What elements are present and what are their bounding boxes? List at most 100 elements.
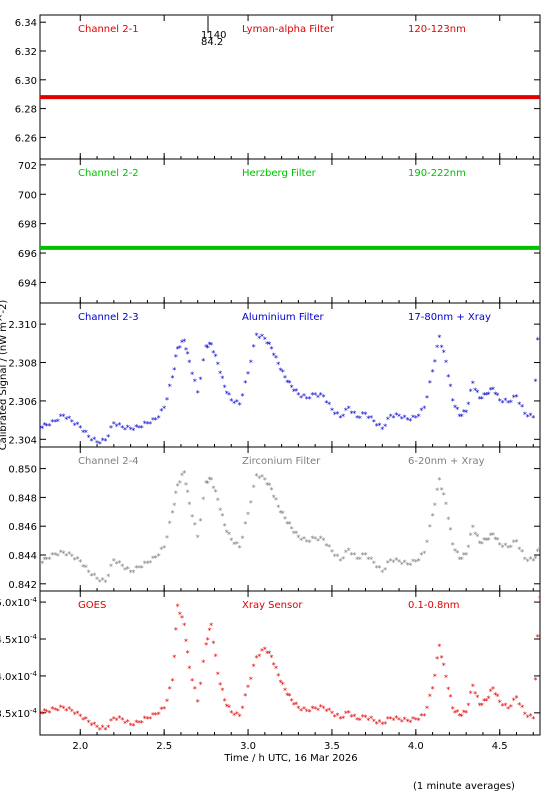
data-point-interp-ch24: * bbox=[56, 552, 60, 561]
data-point-interp-ch24: * bbox=[512, 538, 516, 547]
data-point-interp-goes: * bbox=[56, 707, 60, 716]
data-point-ch24: * bbox=[531, 557, 535, 566]
data-point-interp-ch24: * bbox=[143, 560, 147, 569]
data-point-interp-ch23: * bbox=[184, 346, 188, 355]
data-point-interp-goes: * bbox=[218, 681, 222, 690]
data-point-interp-ch23: * bbox=[131, 427, 135, 436]
data-point-ch23: * bbox=[538, 299, 542, 308]
data-point-goes: * bbox=[196, 698, 200, 707]
panel-frame-goes bbox=[39, 590, 541, 736]
y-tick-label-ch24: 0.848 bbox=[8, 493, 37, 504]
data-point-ch23: * bbox=[414, 414, 418, 423]
data-point-interp-ch23: * bbox=[482, 391, 486, 400]
data-point-interp-goes: * bbox=[428, 693, 432, 702]
data-point-interp-ch23: * bbox=[287, 379, 291, 388]
data-point-interp-goes: * bbox=[220, 687, 224, 696]
data-point-interp-ch24: * bbox=[278, 509, 282, 518]
data-point-ch23: * bbox=[290, 383, 294, 392]
data-point-goes: * bbox=[290, 697, 294, 706]
data-point-ch23: * bbox=[389, 412, 393, 421]
data-point-interp-ch23: * bbox=[394, 411, 398, 420]
data-point-interp-goes: * bbox=[509, 703, 513, 712]
data-point-ch23: * bbox=[38, 424, 42, 433]
data-point-interp-goes: * bbox=[536, 633, 540, 642]
data-point-interp-ch23: * bbox=[143, 420, 147, 429]
data-point-interp-goes: * bbox=[327, 706, 331, 715]
data-point-goes: * bbox=[120, 716, 124, 725]
data-point-interp-ch23: * bbox=[178, 344, 182, 353]
data-point-interp-ch24: * bbox=[473, 530, 477, 539]
data-point-ch24: * bbox=[491, 531, 495, 540]
y-tick-label-ch22: 694 bbox=[18, 278, 37, 289]
data-point-interp-goes: * bbox=[487, 695, 491, 704]
data-point-interp-ch23: * bbox=[449, 383, 453, 392]
data-point-interp-goes: * bbox=[207, 627, 211, 636]
data-point-goes: * bbox=[45, 708, 49, 717]
data-point-interp-ch23: * bbox=[455, 406, 459, 415]
data-point-interp-goes: * bbox=[157, 711, 161, 720]
data-point-ch24: * bbox=[216, 496, 220, 505]
data-point-interp-ch24: * bbox=[377, 564, 381, 573]
data-point-interp-goes: * bbox=[480, 701, 484, 710]
data-point-interp-ch23: * bbox=[115, 423, 119, 432]
data-point-goes: * bbox=[145, 715, 149, 724]
data-point-interp-ch23: * bbox=[257, 334, 261, 343]
data-point-interp-ch23: * bbox=[292, 388, 296, 397]
data-point-goes: * bbox=[364, 713, 368, 722]
data-point-interp-ch24: * bbox=[227, 530, 231, 539]
data-point-interp-goes: * bbox=[482, 697, 486, 706]
data-point-interp-goes: * bbox=[453, 709, 457, 718]
data-point-interp-ch23: * bbox=[493, 391, 497, 400]
data-point-interp-ch24: * bbox=[466, 543, 470, 552]
data-point-interp-ch24: * bbox=[453, 547, 457, 556]
data-point-interp-ch24: * bbox=[361, 551, 365, 560]
data-point-goes: * bbox=[263, 645, 267, 654]
data-point-interp-goes: * bbox=[131, 722, 135, 731]
data-point-interp-ch24: * bbox=[131, 568, 135, 577]
data-point-interp-goes: * bbox=[473, 690, 477, 699]
data-point-goes: * bbox=[464, 709, 468, 718]
data-point-interp-ch23: * bbox=[294, 387, 298, 396]
data-point-interp-goes: * bbox=[199, 680, 203, 689]
data-point-interp-goes: * bbox=[425, 704, 429, 713]
data-point-ch24: * bbox=[380, 568, 384, 577]
data-point-goes: * bbox=[246, 684, 250, 693]
data-point-interp-ch24: * bbox=[220, 512, 224, 521]
data-point-interp-ch24: * bbox=[225, 529, 229, 538]
data-point-goes: * bbox=[389, 715, 393, 724]
data-point-goes: * bbox=[523, 710, 527, 719]
data-point-ch24: * bbox=[196, 534, 200, 543]
data-point-interp-goes: * bbox=[186, 649, 190, 658]
data-point-interp-goes: * bbox=[257, 653, 261, 662]
data-point-ch23: * bbox=[270, 345, 274, 354]
data-point-interp-ch24: * bbox=[501, 543, 505, 552]
data-point-ch24: * bbox=[87, 568, 91, 577]
data-point-interp-goes: * bbox=[240, 704, 244, 713]
data-point-interp-ch23: * bbox=[453, 404, 457, 413]
data-point-ch23: * bbox=[364, 410, 368, 419]
data-point-ch23: * bbox=[296, 391, 300, 400]
data-point-interp-ch23: * bbox=[509, 398, 513, 407]
data-point-interp-ch23: * bbox=[433, 358, 437, 367]
series-ch23: ****************************************… bbox=[38, 299, 542, 448]
data-point-interp-goes: * bbox=[475, 694, 479, 703]
data-point-interp-ch24: * bbox=[81, 563, 85, 572]
data-point-interp-ch23: * bbox=[206, 344, 210, 353]
data-point-ch23: * bbox=[78, 424, 82, 433]
data-point-ch23: * bbox=[322, 393, 326, 402]
data-point-interp-goes: * bbox=[48, 709, 52, 718]
data-point-ch24: * bbox=[338, 557, 342, 566]
data-point-interp-ch23: * bbox=[411, 413, 415, 422]
data-point-ch24: * bbox=[506, 544, 510, 553]
data-point-ch23: * bbox=[182, 337, 186, 346]
data-point-interp-ch24: * bbox=[207, 476, 211, 485]
data-point-interp-ch23: * bbox=[193, 378, 197, 387]
data-point-interp-goes: * bbox=[174, 626, 178, 635]
data-point-interp-ch24: * bbox=[408, 562, 412, 571]
data-point-ch23: * bbox=[380, 426, 384, 435]
data-point-ch24: * bbox=[355, 555, 359, 564]
data-point-interp-ch24: * bbox=[344, 549, 348, 558]
data-point-ch23: * bbox=[95, 439, 99, 448]
data-point-ch23: * bbox=[196, 389, 200, 398]
data-point-ch24: * bbox=[137, 564, 141, 573]
